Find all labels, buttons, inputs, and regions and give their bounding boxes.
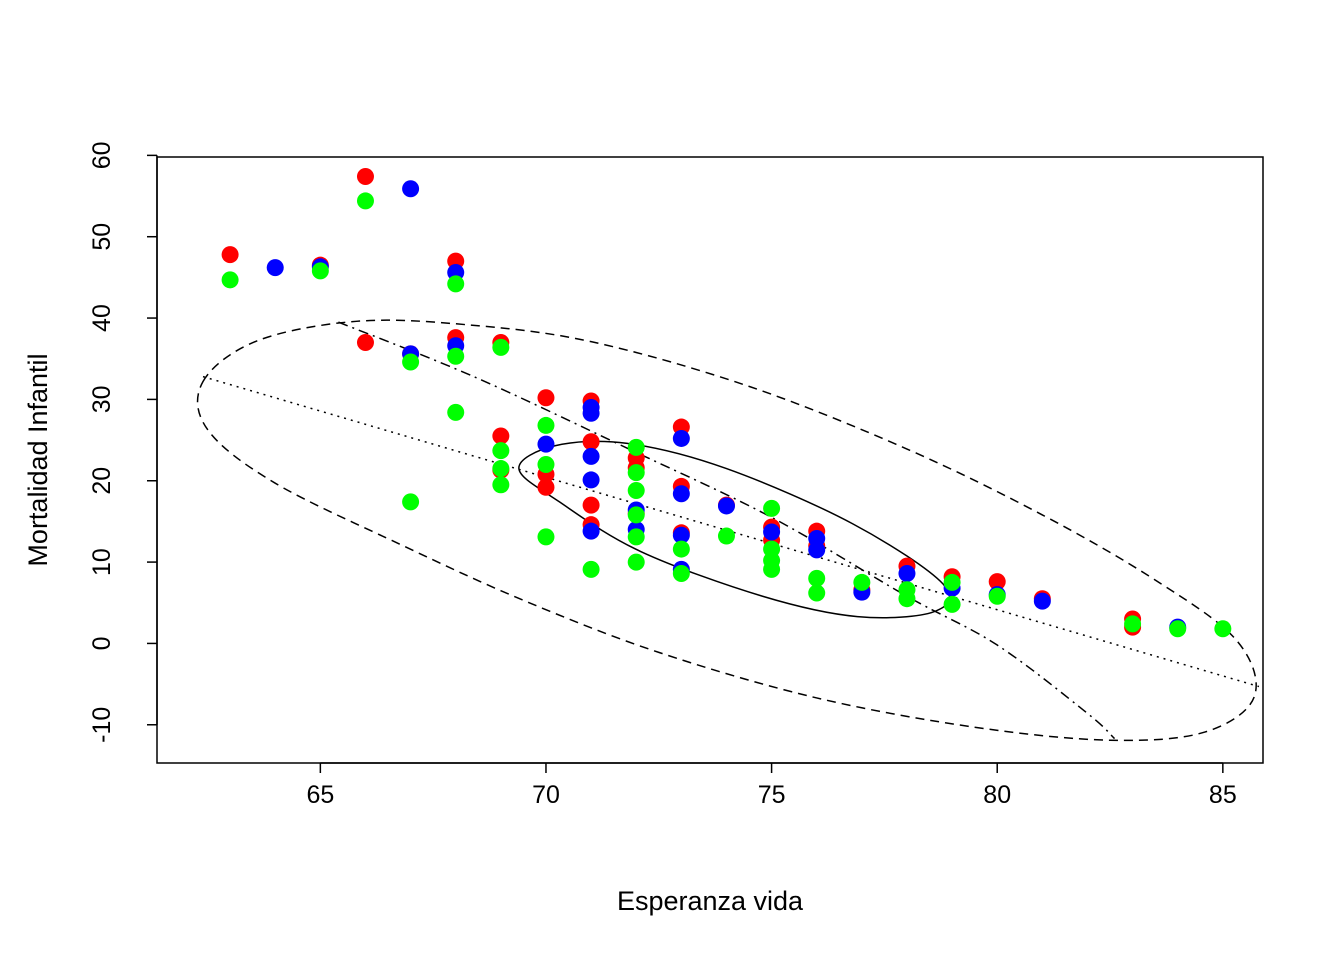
data-point <box>492 427 510 445</box>
data-point <box>943 573 961 591</box>
dashdot-line <box>338 321 1116 740</box>
data-point <box>402 180 420 198</box>
dashed-ellipse <box>196 319 1257 742</box>
data-point <box>717 527 735 545</box>
data-point <box>943 595 961 613</box>
data-point <box>627 482 645 500</box>
data-point <box>627 506 645 524</box>
data-point <box>537 416 555 434</box>
y-tick-label: 20 <box>88 467 116 495</box>
data-point <box>672 564 690 582</box>
data-point <box>763 523 781 541</box>
axes-layer: 65 70 75 80 85 -10 0 10 20 30 40 50 60 <box>88 141 1237 809</box>
data-point <box>808 541 826 559</box>
data-point <box>356 192 374 210</box>
y-tick-label: 0 <box>88 636 116 650</box>
y-tick-label: 50 <box>88 223 116 251</box>
x-tick-label: 80 <box>983 781 1011 809</box>
data-point <box>537 389 555 407</box>
data-point <box>627 464 645 482</box>
x-tick-label: 85 <box>1209 781 1237 809</box>
data-point <box>808 569 826 587</box>
y-axis-title: Mortalidad Infantil <box>23 353 53 566</box>
points-layer <box>221 168 1232 638</box>
data-point <box>672 485 690 503</box>
data-point <box>898 564 916 582</box>
data-point <box>1124 615 1142 633</box>
y-tick-label: -10 <box>88 707 116 743</box>
data-point <box>402 353 420 371</box>
data-point <box>763 560 781 578</box>
data-point <box>266 259 284 277</box>
data-point <box>492 460 510 478</box>
data-point <box>582 496 600 514</box>
x-tick-label: 75 <box>758 781 786 809</box>
data-point <box>492 442 510 460</box>
data-point <box>492 476 510 494</box>
data-point <box>447 403 465 421</box>
data-point <box>311 262 329 280</box>
data-point <box>898 590 916 608</box>
data-point <box>221 271 239 289</box>
data-point <box>582 447 600 465</box>
data-point <box>537 435 555 453</box>
plot-frame <box>156 156 1264 764</box>
data-point <box>537 478 555 496</box>
data-point <box>537 455 555 473</box>
x-tick-label: 65 <box>306 781 334 809</box>
data-point <box>356 168 374 186</box>
y-tick-label: 60 <box>88 141 116 169</box>
data-point <box>672 526 690 544</box>
data-point <box>627 553 645 571</box>
data-point <box>582 522 600 540</box>
y-tick-label: 40 <box>88 304 116 332</box>
data-point <box>447 275 465 293</box>
data-point <box>582 560 600 578</box>
x-tick-label: 70 <box>532 781 560 809</box>
data-point <box>763 499 781 517</box>
x-axis-title: Esperanza vida <box>617 886 804 916</box>
data-point <box>1169 620 1187 638</box>
y-tick-label: 30 <box>88 385 116 413</box>
data-point <box>582 433 600 451</box>
data-point <box>672 429 690 447</box>
data-point <box>853 573 871 591</box>
data-point <box>447 347 465 365</box>
data-point <box>988 587 1006 605</box>
data-point <box>582 404 600 422</box>
data-point <box>402 493 420 511</box>
y-tick-label: 10 <box>88 548 116 576</box>
data-point <box>988 573 1006 591</box>
data-point <box>537 528 555 546</box>
data-point <box>717 497 735 515</box>
data-point <box>492 338 510 356</box>
data-point <box>356 333 374 351</box>
data-point <box>627 528 645 546</box>
data-point <box>221 246 239 264</box>
data-point <box>1214 620 1232 638</box>
data-point <box>808 584 826 602</box>
data-point <box>672 540 690 558</box>
dotted-line <box>202 375 1260 688</box>
data-point <box>1033 592 1051 610</box>
data-point <box>582 471 600 489</box>
data-point <box>627 438 645 456</box>
